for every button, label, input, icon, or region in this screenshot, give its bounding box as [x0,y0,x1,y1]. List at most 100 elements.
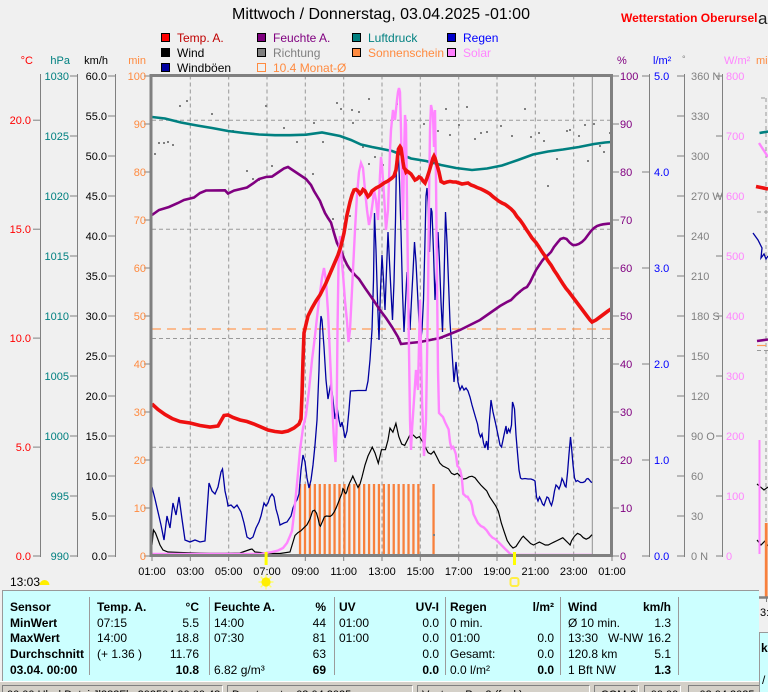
svg-text:50: 50 [134,311,146,323]
svg-text:35.0: 35.0 [86,271,107,283]
svg-text:10: 10 [134,503,146,515]
svg-text:270 W: 270 W [691,191,723,203]
svg-text:1025: 1025 [45,131,69,143]
svg-text:330: 330 [691,111,709,123]
svg-text:07:00: 07:00 [253,566,281,578]
svg-text:40: 40 [620,359,632,371]
svg-text:1010: 1010 [45,311,69,323]
svg-text:3.0: 3.0 [654,263,669,275]
svg-text:50.0: 50.0 [86,151,107,163]
svg-text:40.0: 40.0 [86,231,107,243]
svg-text:01:00: 01:00 [598,566,626,578]
svg-text:5.0: 5.0 [92,511,107,523]
svg-text:10: 10 [620,503,632,515]
svg-text:10.0: 10.0 [10,333,31,345]
svg-text:30.0: 30.0 [86,311,107,323]
svg-text:23:00: 23:00 [560,566,588,578]
svg-text:50: 50 [620,311,632,323]
svg-text:80: 80 [620,167,632,179]
svg-text:45.0: 45.0 [86,191,107,203]
svg-text:03:00: 03:00 [177,566,205,578]
svg-text:15.0: 15.0 [86,431,107,443]
svg-text:40: 40 [134,359,146,371]
svg-text:13:00: 13:00 [368,566,396,578]
svg-text:09:00: 09:00 [292,566,320,578]
svg-text:30: 30 [691,511,703,523]
svg-text:25.0: 25.0 [86,351,107,363]
svg-text:20: 20 [134,455,146,467]
svg-text:800: 800 [726,71,744,83]
svg-text:500: 500 [726,251,744,263]
svg-text:90 O: 90 O [691,431,715,443]
svg-text:700: 700 [726,131,744,143]
svg-text:180 S: 180 S [691,311,720,323]
svg-text:60: 60 [620,263,632,275]
svg-text:90: 90 [620,119,632,131]
svg-text:1005: 1005 [45,371,69,383]
svg-text:hPa: hPa [50,55,70,67]
svg-text:19:00: 19:00 [483,566,511,578]
svg-text:600: 600 [726,191,744,203]
svg-text:15:00: 15:00 [407,566,435,578]
svg-text:15.0: 15.0 [10,224,31,236]
svg-text:01:00: 01:00 [138,566,166,578]
svg-text:60.0: 60.0 [86,71,107,83]
svg-text:0: 0 [620,551,626,563]
svg-text:1015: 1015 [45,251,69,263]
svg-text:100: 100 [620,71,638,83]
svg-text:360 N: 360 N [691,71,720,83]
svg-text:90: 90 [134,119,146,131]
svg-text:70: 70 [134,215,146,227]
svg-text:11:00: 11:00 [330,566,357,578]
svg-text:995: 995 [51,491,69,503]
svg-text:17:00: 17:00 [445,566,473,578]
svg-text:W/m²: W/m² [724,55,751,67]
svg-text:55.0: 55.0 [86,111,107,123]
svg-text:4.0: 4.0 [654,167,669,179]
svg-text:210: 210 [691,271,709,283]
svg-text:60: 60 [134,263,146,275]
svg-text:20: 20 [620,455,632,467]
svg-text:1030: 1030 [45,71,69,83]
svg-text:3:: 3: [760,607,768,619]
svg-text:990: 990 [51,551,69,563]
svg-text:300: 300 [726,371,744,383]
svg-text:21:00: 21:00 [522,566,550,578]
svg-text:1.0: 1.0 [654,455,669,467]
svg-text:0.0: 0.0 [16,551,31,563]
svg-text:min: min [128,55,146,67]
svg-text:300: 300 [691,151,709,163]
svg-text:°C: °C [21,55,33,67]
svg-text:1020: 1020 [45,191,69,203]
svg-text:min: min [756,55,768,67]
svg-text:0 N: 0 N [691,551,708,563]
svg-text:10.0: 10.0 [86,471,107,483]
svg-text:0: 0 [140,551,146,563]
svg-text:150: 150 [691,351,709,363]
svg-text:°: ° [682,54,686,64]
svg-text:120: 120 [691,391,709,403]
svg-text:80: 80 [134,167,146,179]
svg-text:5.0: 5.0 [654,71,669,83]
svg-text:0.0: 0.0 [654,551,669,563]
svg-text:0: 0 [726,551,732,563]
svg-text:0.0: 0.0 [92,551,107,563]
svg-text:70: 70 [620,215,632,227]
svg-text:km/h: km/h [84,55,108,67]
svg-text:05:00: 05:00 [215,566,243,578]
svg-text:100: 100 [128,71,146,83]
svg-text:20.0: 20.0 [10,115,31,127]
svg-text:100: 100 [726,491,744,503]
svg-text:60: 60 [691,471,703,483]
svg-text:%: % [617,55,627,67]
svg-text:1000: 1000 [45,431,69,443]
svg-text:5.0: 5.0 [16,442,31,454]
svg-text:400: 400 [726,311,744,323]
svg-text:l/m²: l/m² [653,55,672,67]
svg-text:2.0: 2.0 [654,359,669,371]
svg-text:200: 200 [726,431,744,443]
svg-text:240: 240 [691,231,709,243]
svg-text:30: 30 [620,407,632,419]
svg-text:30: 30 [134,407,146,419]
svg-text:20.0: 20.0 [86,391,107,403]
